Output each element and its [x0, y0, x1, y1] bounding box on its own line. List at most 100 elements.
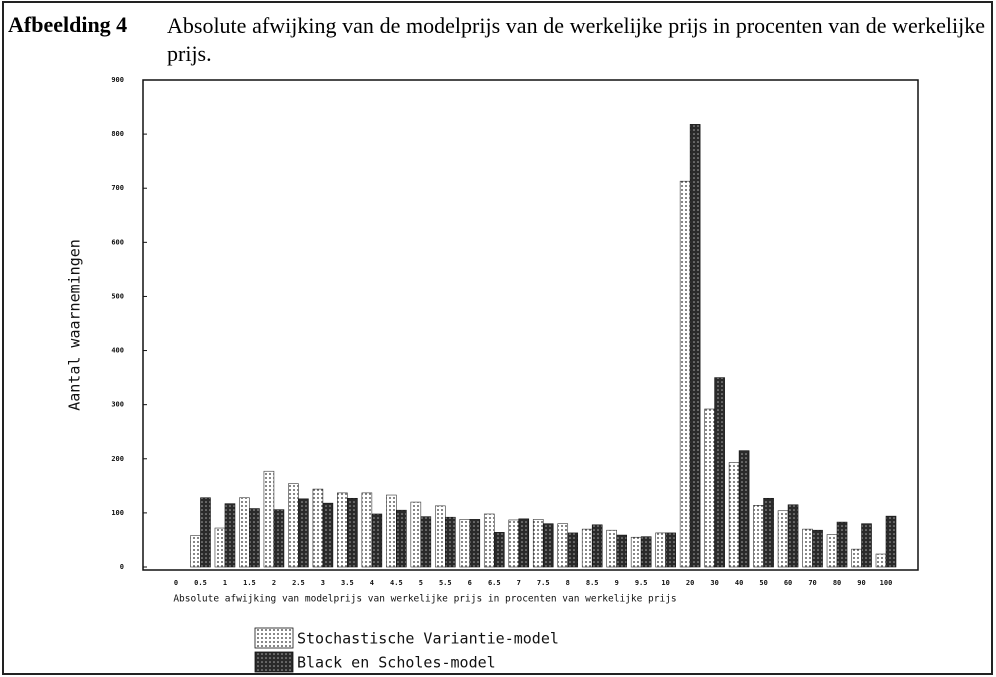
- y-tick-label: 400: [111, 347, 124, 355]
- bar: [836, 521, 848, 568]
- bar: [190, 535, 201, 568]
- bar: [312, 488, 324, 568]
- bar: [704, 408, 715, 568]
- legend-label: Stochastische Variantie-model: [297, 630, 559, 648]
- figure-caption: Absolute afwijking van de modelprijs van…: [167, 13, 985, 66]
- bar: [361, 492, 373, 568]
- bar: [435, 505, 446, 568]
- legend-swatch: [254, 627, 294, 649]
- x-tick-label: 1.5: [243, 579, 256, 587]
- bar: [738, 450, 750, 568]
- bar: [445, 516, 456, 568]
- bar: [812, 529, 823, 568]
- bar: [371, 513, 383, 568]
- bar: [532, 519, 544, 568]
- legend-swatch: [254, 651, 294, 673]
- bar: [239, 497, 250, 568]
- x-tick-label: 90: [857, 579, 865, 587]
- bar: [861, 523, 872, 568]
- x-tick-label: 4: [370, 579, 374, 587]
- figure-label: Afbeelding 4: [8, 12, 128, 37]
- bar: [728, 462, 740, 568]
- x-tick-label: 20: [686, 579, 694, 587]
- x-tick-label: 9.5: [635, 579, 648, 587]
- bar: [655, 532, 666, 568]
- legend-label: Black en Scholes-model: [297, 654, 496, 672]
- bar: [567, 532, 579, 568]
- x-tick-label: 4.5: [390, 579, 403, 587]
- bar: [508, 519, 520, 568]
- y-tick-label: 900: [111, 76, 124, 84]
- bar: [581, 528, 593, 568]
- bar: [224, 503, 236, 568]
- x-tick-label: 40: [735, 579, 743, 587]
- bar: [386, 494, 397, 568]
- bar: [420, 516, 432, 568]
- bar: [249, 508, 260, 568]
- y-tick-label: 500: [111, 292, 124, 300]
- bar: [337, 492, 348, 568]
- bar: [665, 532, 676, 568]
- x-tick-label: 3: [321, 579, 325, 587]
- x-tick-label: 7: [517, 579, 521, 587]
- bar: [298, 498, 309, 568]
- bar: [322, 502, 334, 568]
- x-axis-title: Absolute afwijking van modelprijs van we…: [173, 594, 676, 605]
- bar: [263, 470, 275, 568]
- y-axis-title: Aantal waarnemingen: [66, 239, 84, 411]
- x-tick-label: 7.5: [537, 579, 550, 587]
- bar: [875, 553, 887, 568]
- x-tick-label: 10: [661, 579, 669, 587]
- x-tick-label: 3.5: [341, 579, 354, 587]
- x-tick-label: 8: [566, 579, 570, 587]
- y-tick-label: 200: [111, 455, 124, 463]
- x-tick-label: 6: [468, 579, 472, 587]
- bar: [200, 497, 211, 568]
- bar: [753, 505, 764, 568]
- bar: [542, 523, 554, 568]
- bar: [214, 527, 226, 568]
- x-tick-label: 2.5: [292, 579, 305, 587]
- bar: [518, 518, 530, 568]
- bar: [410, 501, 422, 568]
- bar: [288, 483, 299, 568]
- bar: [777, 510, 789, 568]
- x-tick-label: 8.5: [586, 579, 599, 587]
- bar: [885, 515, 897, 568]
- y-tick-label: 300: [111, 401, 124, 409]
- bar: [483, 513, 495, 568]
- bar: [802, 528, 813, 568]
- bar: [689, 124, 701, 568]
- bar: [396, 509, 407, 568]
- x-tick-label: 100: [880, 579, 893, 587]
- bar: [616, 534, 627, 568]
- y-tick-label: 600: [111, 238, 124, 246]
- bar: [679, 180, 691, 568]
- x-tick-label: 70: [808, 579, 816, 587]
- x-tick-label: 30: [710, 579, 718, 587]
- bar: [493, 532, 505, 568]
- bar: [273, 509, 285, 568]
- bar: [606, 529, 617, 568]
- bar: [851, 548, 862, 568]
- bar: [630, 536, 642, 568]
- x-tick-label: 0: [174, 579, 178, 587]
- plot-frame: [142, 79, 919, 571]
- bar: [347, 497, 358, 568]
- y-tick-label: 0: [120, 563, 124, 571]
- bar: [826, 534, 838, 568]
- y-tick-label: 800: [111, 130, 124, 138]
- bar: [714, 377, 725, 568]
- x-tick-label: 2: [272, 579, 276, 587]
- bar: [763, 497, 774, 568]
- x-tick-label: 6.5: [488, 579, 501, 587]
- x-tick-label: 0.5: [194, 579, 207, 587]
- x-tick-label: 80: [833, 579, 841, 587]
- x-tick-label: 5: [419, 579, 423, 587]
- x-tick-label: 60: [784, 579, 792, 587]
- x-tick-label: 5.5: [439, 579, 452, 587]
- bar: [591, 524, 603, 568]
- y-tick-label: 100: [111, 509, 124, 517]
